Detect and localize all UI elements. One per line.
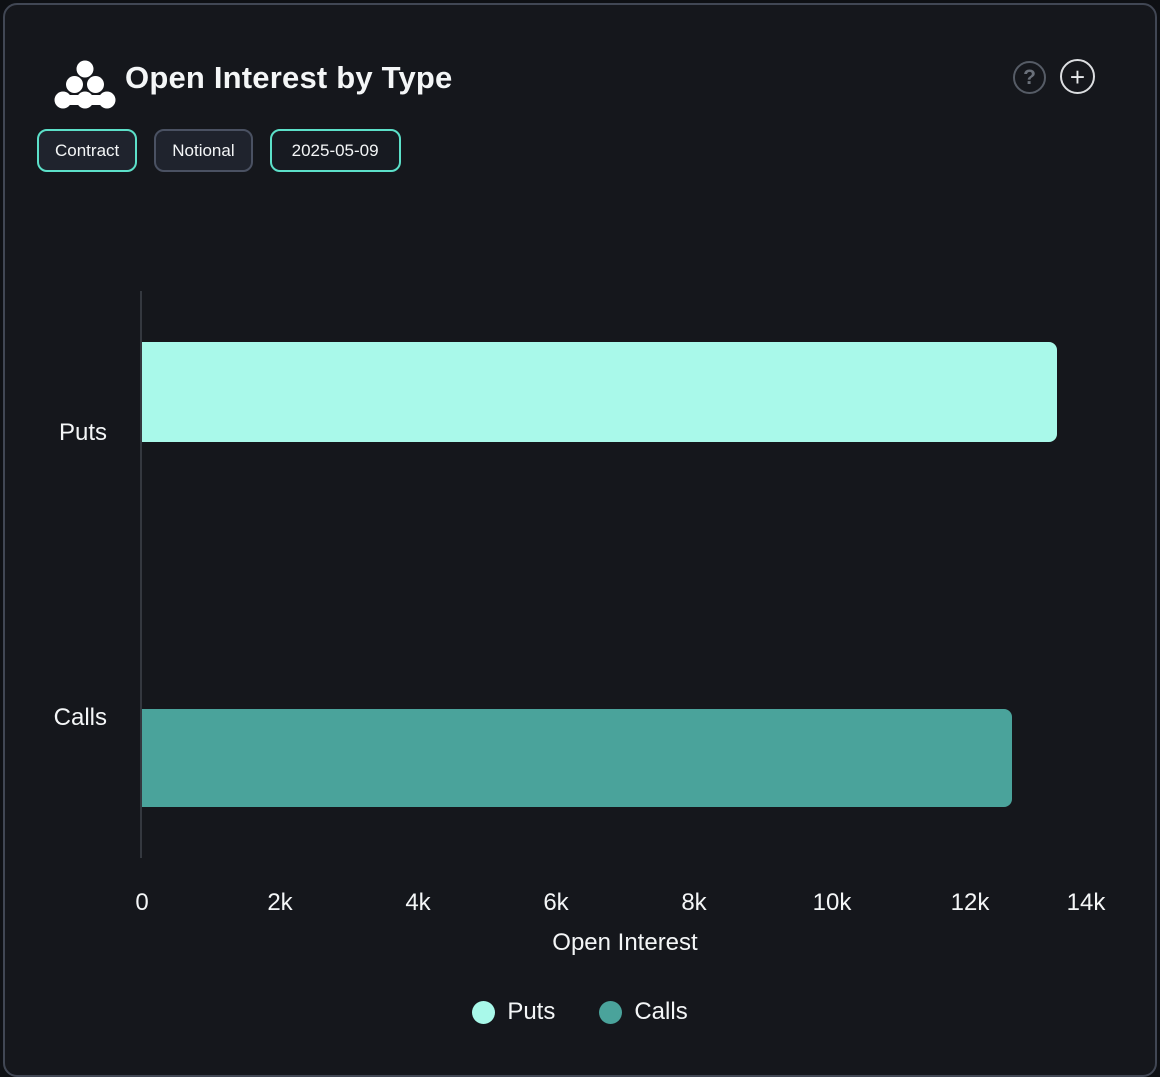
y-category-label-calls: Calls — [53, 704, 107, 731]
help-icon[interactable]: ? — [1013, 61, 1046, 94]
legend-dot-calls-icon — [599, 1000, 623, 1024]
app-logo-icon — [54, 60, 116, 109]
open-interest-card — [3, 3, 1157, 1077]
y-category-label-puts: Puts — [58, 419, 107, 446]
toggle-notional[interactable]: Notional — [154, 129, 253, 172]
legend-label-calls: Calls — [634, 998, 688, 1025]
plus-glyph: + — [1069, 61, 1086, 92]
chart-title: Open Interest by Type — [125, 60, 453, 95]
chart-legend: Puts Calls — [0, 998, 1160, 1026]
legend-label-puts: Puts — [507, 998, 556, 1025]
date-picker-button[interactable]: 2025-05-09 — [269, 129, 401, 172]
x-tick: 4k — [405, 889, 431, 916]
plot-area — [142, 291, 1108, 858]
x-tick: 14k — [1066, 889, 1106, 916]
x-tick: 10k — [812, 889, 852, 916]
question-mark-glyph: ? — [1023, 65, 1036, 89]
bar-calls[interactable] — [142, 709, 1013, 807]
bar-puts[interactable] — [142, 342, 1057, 442]
x-tick: 0 — [135, 889, 149, 916]
x-tick: 2k — [267, 889, 293, 916]
legend-item-calls[interactable]: Calls — [599, 998, 688, 1026]
legend-dot-puts-icon — [472, 1000, 496, 1024]
legend-item-puts[interactable]: Puts — [472, 998, 555, 1026]
add-icon[interactable]: + — [1060, 59, 1095, 94]
x-tick: 8k — [681, 889, 707, 916]
x-tick: 12k — [950, 889, 990, 916]
x-axis-ticks: 0 2k 4k 6k 8k 10k 12k 14k — [135, 888, 1108, 918]
y-axis-line — [140, 291, 142, 858]
x-tick: 6k — [543, 889, 569, 916]
chart-toolbar: Contract Notional 2025-05-09 — [37, 129, 401, 172]
toggle-contract[interactable]: Contract — [37, 129, 138, 172]
x-axis-title: Open Interest — [552, 929, 698, 956]
